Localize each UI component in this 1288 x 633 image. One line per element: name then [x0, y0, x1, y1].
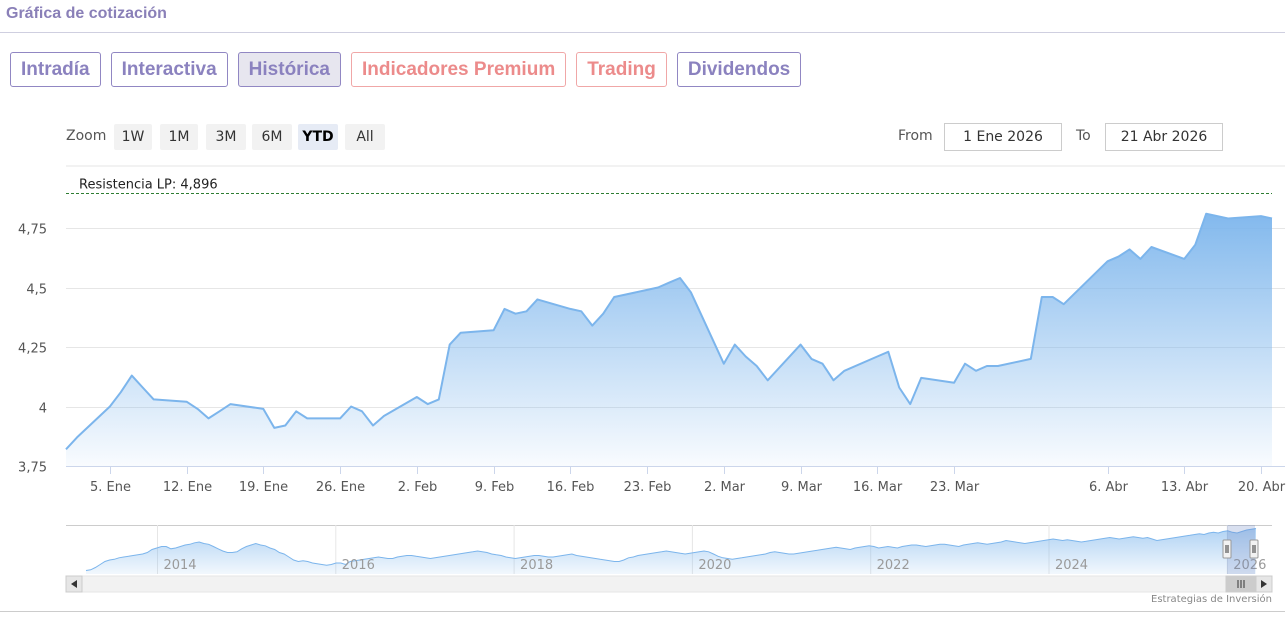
arrow-left-icon: [71, 580, 77, 588]
navigator-year-label: 2026: [1233, 558, 1266, 573]
navigator-year-label: 2024: [1055, 558, 1088, 573]
tab-dividendos[interactable]: Dividendos: [676, 52, 802, 87]
x-tick-label: 13. Abr: [1161, 480, 1209, 495]
scrollbar[interactable]: [65, 575, 1273, 593]
y-tick-label: 4: [39, 402, 47, 417]
navigator-handle[interactable]: [1222, 539, 1232, 559]
x-tick-label: 19. Ene: [239, 480, 288, 495]
tab-historica[interactable]: Histórica: [237, 52, 341, 87]
arrow-right-icon: [1261, 580, 1267, 588]
navigator[interactable]: 2014 2016 2018 2020 2022 2024 2026: [66, 525, 1272, 574]
tab-interactiva[interactable]: Interactiva: [110, 52, 228, 87]
x-tick-label: 2. Feb: [398, 480, 438, 495]
series-area-fill: [66, 213, 1272, 466]
navigator-year-label: 2022: [877, 558, 910, 573]
tab-indicadores-premium[interactable]: Indicadores Premium: [350, 52, 567, 87]
series-area: [65, 212, 1273, 466]
navigator-year-label: 2018: [520, 558, 553, 573]
navigator-year-label: 2016: [342, 558, 375, 573]
y-tick-label: 3,75: [18, 461, 47, 476]
x-tick-label: 9. Mar: [781, 480, 823, 495]
navigator-line: [85, 528, 1257, 571]
from-label: From: [898, 128, 933, 144]
chart-tabs: Intradía Interactiva Histórica Indicador…: [10, 52, 811, 87]
y-tick-label: 4,75: [18, 223, 47, 238]
tab-trading[interactable]: Trading: [576, 52, 667, 87]
x-tick-label: 9. Feb: [475, 480, 515, 495]
resistance-label: Resistencia LP: 4,896: [79, 178, 218, 193]
to-date-input[interactable]: 21 Abr 2026: [1105, 123, 1223, 151]
handle-icon[interactable]: [1249, 539, 1259, 559]
x-tick-label: 20. Abr: [1238, 480, 1286, 495]
zoom-ytd-button[interactable]: YTD: [298, 124, 338, 150]
zoom-1m-button[interactable]: 1M: [160, 124, 198, 150]
zoom-label: Zoom: [66, 128, 107, 144]
x-tick-label: 12. Ene: [163, 480, 212, 495]
title-divider: [0, 32, 1285, 33]
navigator-year-label: 2020: [698, 558, 731, 573]
x-tick-label: 23. Feb: [624, 480, 672, 495]
x-tick-label: 5. Ene: [90, 480, 131, 495]
x-tick-label: 6. Abr: [1089, 480, 1129, 495]
x-tick-label: 2. Mar: [704, 480, 746, 495]
section-title: Gráfica de cotización: [6, 5, 167, 22]
x-tick-label: 26. Ene: [316, 480, 365, 495]
zoom-1w-button[interactable]: 1W: [114, 124, 152, 150]
navigator-area: [86, 528, 1256, 574]
from-date-input[interactable]: 1 Ene 2026: [944, 123, 1062, 151]
zoom-3m-button[interactable]: 3M: [206, 124, 246, 150]
x-axis: 5. Ene 12. Ene 19. Ene 26. Ene 2. Feb 9. Feb 1…: [90, 466, 1286, 495]
tab-intradia[interactable]: Intradía: [10, 52, 101, 87]
credit-text: Estrategias de Inversión: [1151, 594, 1272, 605]
navigator-handle[interactable]: [1249, 539, 1259, 559]
y-tick-label: 4,5: [26, 283, 47, 298]
bottom-divider: [0, 611, 1285, 612]
zoom-6m-button[interactable]: 6M: [252, 124, 292, 150]
zoom-all-button[interactable]: All: [345, 124, 385, 150]
x-tick-label: 16. Mar: [853, 480, 903, 495]
y-tick-label: 4,25: [18, 342, 47, 357]
to-label: To: [1076, 128, 1091, 144]
series-line: [65, 212, 1273, 450]
navigator-year-label: 2014: [163, 558, 196, 573]
handle-icon[interactable]: [1222, 539, 1232, 559]
y-axis: 3,75 4 4,25 4,5 4,75: [18, 223, 47, 476]
scrollbar-track[interactable]: [65, 575, 1273, 593]
x-tick-label: 16. Feb: [547, 480, 595, 495]
x-tick-label: 23. Mar: [930, 480, 980, 495]
resistance-group: Resistencia LP: 4,896: [66, 178, 1272, 194]
